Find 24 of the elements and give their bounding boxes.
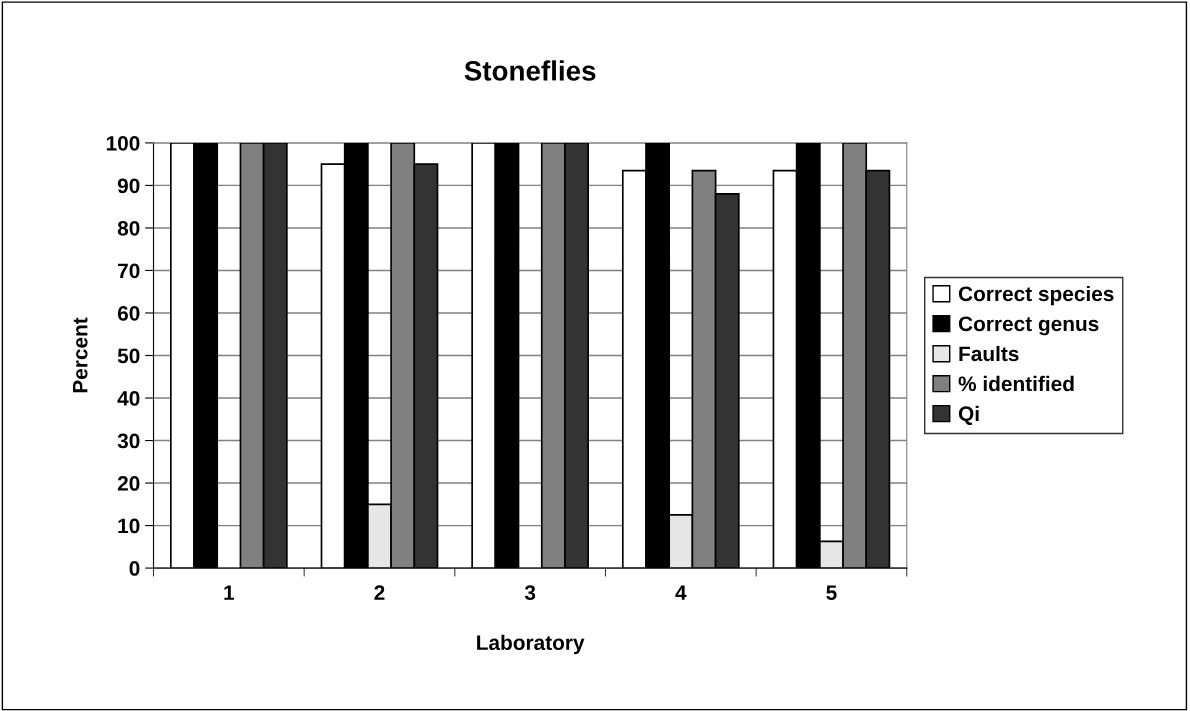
y-tick-label: 70 [118,263,140,279]
y-tick-label: 100 [106,135,140,151]
legend-label: Faults [959,345,1019,362]
x-tick-label: 2 [374,585,385,600]
y-tick-label: 60 [117,305,140,321]
chart-title: Stoneflies [464,60,596,81]
legend-label: % identified [958,375,1074,392]
x-tick-label: 4 [675,585,687,600]
y-axis-title: Percent [73,317,88,393]
y-tick-label: 10 [118,518,140,534]
x-tick-label: 1 [224,585,235,600]
legend-label: Qi [958,405,979,425]
x-axis-title: Laboratory [477,634,585,655]
x-tick-label: 3 [524,585,536,601]
legend-label: Correct genus [958,316,1099,336]
x-tick-label: 5 [826,585,837,601]
y-tick-label: 30 [117,433,140,449]
y-tick-label: 50 [117,348,140,364]
y-tick-label: 90 [117,178,140,194]
legend-label: Correct species [958,285,1114,306]
y-tick-label: 80 [117,220,140,236]
y-tick-label: 40 [117,391,140,406]
y-tick-label: 0 [129,561,140,576]
y-tick-label: 20 [117,476,140,491]
